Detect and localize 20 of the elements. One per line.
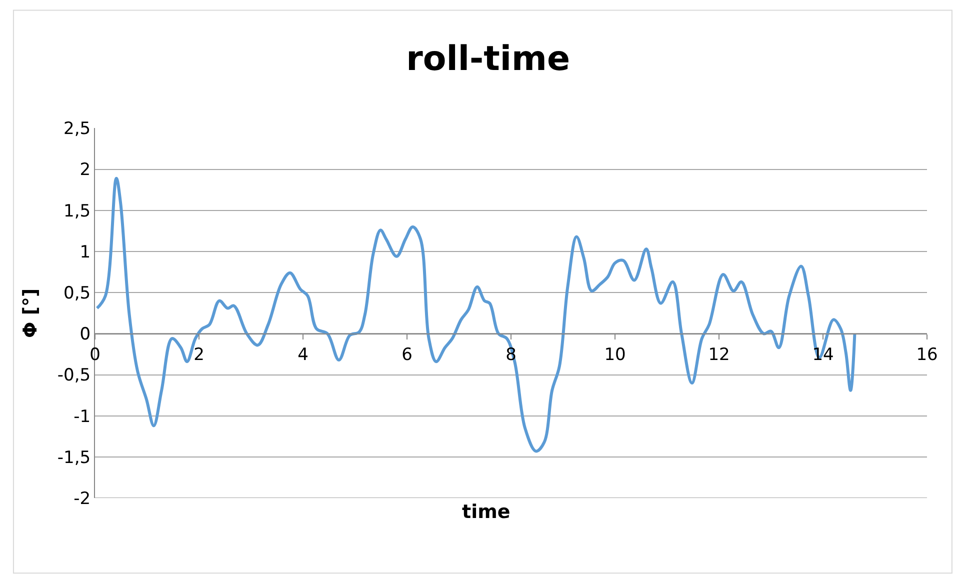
chart-title: roll-time xyxy=(406,38,570,79)
x-axis-title: time xyxy=(462,501,510,523)
y-axis-title: Φ [°] xyxy=(19,288,42,338)
y-tick-label: 0 xyxy=(80,324,91,345)
x-tick-label: 14 xyxy=(812,345,834,366)
y-tick-label: 1,5 xyxy=(64,201,91,222)
y-tick-label: -0,5 xyxy=(57,366,91,386)
x-tick-label: 16 xyxy=(916,345,938,366)
x-tick-label: 2 xyxy=(194,345,204,366)
y-tick-label: 0,5 xyxy=(64,284,91,304)
x-tick-label: 4 xyxy=(298,345,308,366)
y-tick-label: -1,5 xyxy=(57,448,91,468)
y-tick-label: 1 xyxy=(80,242,91,262)
x-tick-label: 6 xyxy=(402,345,412,366)
y-tick-label: -1 xyxy=(74,406,91,427)
x-tick-label: 10 xyxy=(604,345,626,366)
y-tick-label: 2 xyxy=(80,160,91,180)
y-tick-label: -2 xyxy=(74,488,91,509)
x-tick-label: 12 xyxy=(708,345,730,366)
y-tick-label: 2,5 xyxy=(64,119,91,140)
